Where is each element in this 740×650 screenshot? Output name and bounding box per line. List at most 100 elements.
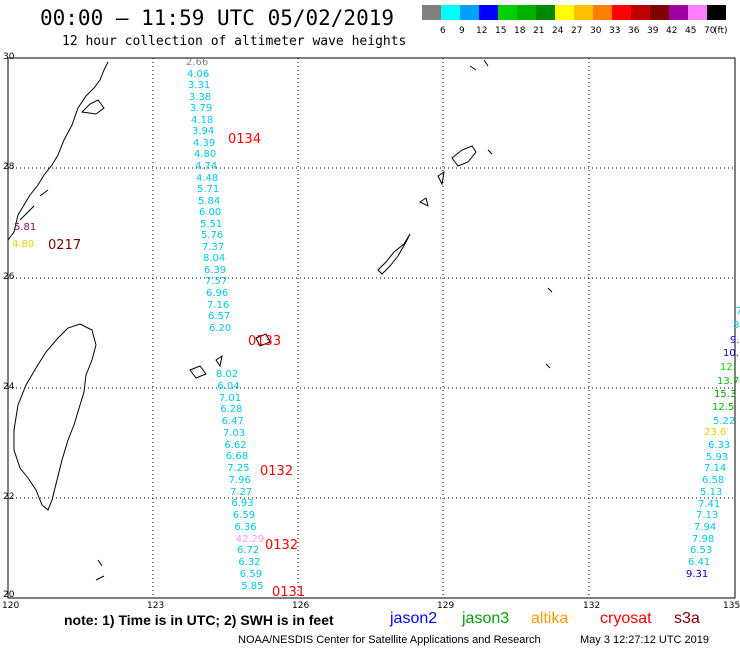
satellite-label-jason3: jason3 (462, 610, 510, 627)
wave-height-value: 10. (723, 348, 739, 359)
wave-height-value: 6.20 (209, 322, 232, 334)
wave-height-value: 3.79 (190, 103, 213, 115)
wave-height-value: 5.76 (201, 230, 224, 242)
taiwan-island (13, 323, 97, 511)
wave-height-value: 7.27 (230, 486, 253, 498)
lat-label: 20 (3, 590, 15, 600)
wave-height-value: 4.18 (191, 114, 214, 126)
legend-swatch (555, 5, 575, 20)
pass-time-label: 0132 (265, 538, 299, 553)
wave-height-value: 6.59 (239, 568, 263, 580)
wave-height-value: 7 (736, 306, 740, 317)
map-subtitle: 12 hour collection of altimeter wave hei… (62, 34, 407, 49)
china-coast (7, 61, 109, 241)
wave-height-value: 6.04 (217, 380, 240, 392)
legend-bin-label: 36 (628, 26, 640, 36)
legend-bin-label: 6 (440, 26, 446, 36)
credit-line: NOAA/NESDIS Center for Satellite Applica… (238, 634, 541, 646)
wave-height-value: 7.16 (207, 299, 230, 311)
wave-height-value: 4.48 (196, 172, 219, 184)
pass-time-label: 0132 (260, 464, 294, 479)
map-title: 00:00 – 11:59 UTC 05/02/2019 (40, 6, 395, 30)
wave-height-value: 3.38 (189, 91, 212, 103)
satellite-label-cryosat: cryosat (600, 610, 652, 627)
lat-label: 26 (3, 272, 15, 282)
legend-bin-label: 42 (666, 26, 678, 36)
legend-bin-label: 45 (685, 26, 697, 36)
wave-height-value: 6.62 (224, 439, 247, 451)
wave-height-value: 7.94 (694, 521, 717, 533)
satellite-label-altika: altika (531, 610, 569, 627)
legend-swatch (574, 5, 594, 20)
wave-height-value: 6.00 (199, 207, 222, 219)
wave-height-value: 4.80 (194, 149, 217, 161)
legend-bin-label: 30 (590, 26, 602, 36)
lat-label: 22 (3, 492, 15, 502)
wave-height-value: 2.66 (186, 57, 209, 68)
wave-height-value: 5.71 (197, 184, 220, 196)
satellite-label-s3a: s3a (674, 610, 700, 627)
lat-label: 28 (3, 162, 15, 172)
lon-label: 126 (292, 601, 310, 611)
legend-bin-label: 21 (533, 26, 545, 36)
wave-height-value: 7.57 (205, 276, 228, 288)
wave-height-value: 12.5 (712, 402, 735, 413)
legend-swatch (650, 5, 670, 20)
legend-swatch (441, 5, 461, 20)
legend-bin-label: 27 (571, 26, 583, 36)
wave-height-value: 23.6 (704, 427, 727, 438)
wave-height-value: 6.96 (206, 288, 229, 299)
wave-height-value: 6.93 (231, 498, 254, 510)
coastlines (7, 59, 553, 581)
pass-time-label: 0131 (272, 585, 306, 600)
legend-swatch (498, 5, 518, 20)
timestamp: May 3 12:27:12 UTC 2019 (580, 634, 710, 646)
legend-bin-label: 18 (514, 26, 526, 36)
wave-height-value: 7.98 (692, 533, 715, 545)
wave-height-value: 6.32 (238, 557, 261, 568)
wave-height-value: 6.58 (702, 475, 725, 487)
wave-height-value: 5.22 (713, 416, 736, 427)
legend-swatch (669, 5, 689, 20)
wave-height-value: 4.06 (187, 68, 210, 80)
legend-bin-label: 70 (704, 26, 716, 36)
wave-height-value: 6.41 (688, 557, 711, 568)
wave-height-value: 6.33 (708, 440, 731, 451)
legend-bin-label: 33 (609, 26, 621, 36)
legend-swatch (631, 5, 651, 20)
wave-height-value: 8.04 (203, 253, 226, 265)
wave-height-value: 13.7 (717, 376, 740, 387)
wave-height-value: 5.81 (14, 222, 37, 233)
wave-height-value: 6.57 (208, 311, 231, 323)
wave-height-value: 7.96 (228, 474, 251, 486)
wave-height-value: 6.72 (237, 545, 260, 557)
wave-height-value: 15.3 (714, 389, 737, 400)
legend-bin-label: 15 (495, 26, 507, 36)
footer-note: note: 1) Time is in UTC; 2) SWH is in fe… (64, 612, 334, 628)
legend-bin-label: 24 (552, 26, 564, 36)
wave-height-value: 6.53 (690, 545, 713, 557)
pass-time-label: 0217 (48, 238, 82, 253)
lat-label: 30 (3, 52, 15, 62)
wave-height-value: 7.41 (698, 498, 721, 510)
legend-swatch (593, 5, 613, 20)
wave-height-value: 9. (730, 335, 740, 346)
legend-unit: (ft) (714, 26, 728, 36)
wave-height-value: 7.03 (223, 427, 246, 439)
wave-height-value: 3.31 (188, 80, 211, 92)
legend-bin-label: 12 (476, 26, 488, 36)
wave-height-value: 8.02 (216, 369, 239, 380)
wave-height-value: 7.37 (202, 241, 225, 253)
wave-height-value: 6.47 (221, 416, 244, 427)
lon-label: 120 (2, 601, 20, 611)
pass-time-label: 0133 (248, 334, 282, 349)
wave-height-value: 6.36 (234, 521, 257, 533)
lon-label: 132 (583, 601, 601, 611)
legend-swatch (707, 5, 727, 20)
wave-height-value: 42.29 (235, 533, 265, 545)
legend-swatch (422, 5, 442, 20)
wave-height-value: 4.39 (193, 137, 216, 149)
wave-height-value: 6.28 (220, 404, 243, 416)
wave-height-value: 5.93 (706, 451, 729, 463)
wave-height-value: 6.59 (232, 510, 256, 521)
